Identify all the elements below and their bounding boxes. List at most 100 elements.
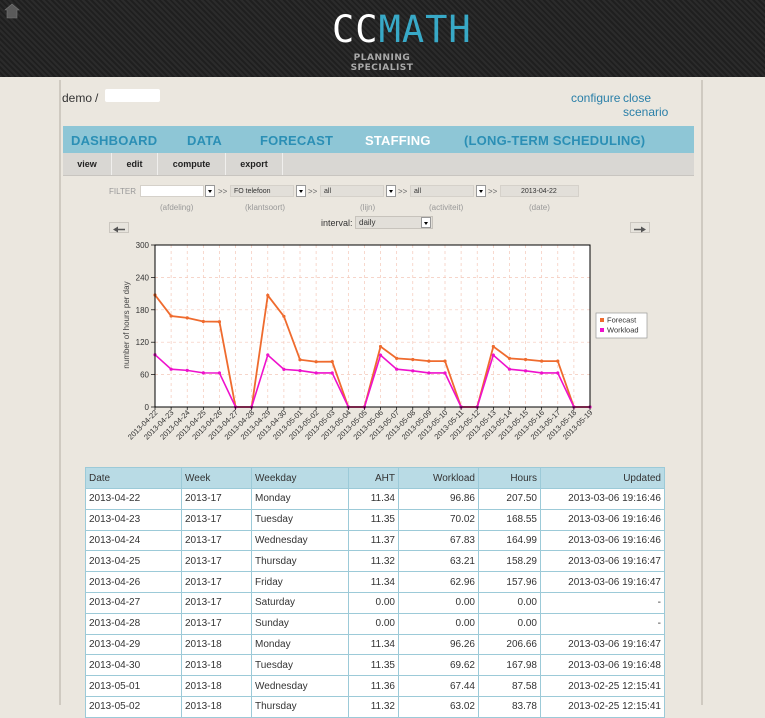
table-row: 2013-04-26 2013-17 Friday 11.34 62.96 157.96 2… xyxy=(85,571,665,593)
legend-label-forecast: Forecast xyxy=(607,316,637,325)
data-point-forecast xyxy=(395,356,399,360)
subnav-view[interactable]: view xyxy=(63,153,112,175)
column-header-updated[interactable]: Updated xyxy=(540,467,665,489)
filter-label: FILTER xyxy=(109,187,136,196)
data-point-forecast xyxy=(266,293,270,298)
table-cell: 2013-17 xyxy=(181,508,252,531)
table-cell: 11.34 xyxy=(348,488,399,510)
table-cell: 2013-04-22 xyxy=(85,488,182,510)
table-cell: 11.32 xyxy=(348,550,399,573)
afdeling-select[interactable] xyxy=(140,185,204,197)
table-cell: 157.96 xyxy=(478,571,541,593)
data-point-forecast xyxy=(314,360,318,364)
table-cell: 0.00 xyxy=(478,591,541,614)
tab-long-term-scheduling[interactable]: (LONG-TERM SCHEDULING) xyxy=(464,133,646,148)
scenario-name-field[interactable] xyxy=(105,89,160,102)
table-cell: 0.00 xyxy=(478,612,541,635)
lijn-dropdown-icon[interactable] xyxy=(386,185,396,197)
table-cell: 63.21 xyxy=(398,550,479,573)
column-header-week[interactable]: Week xyxy=(181,467,252,489)
y-tick-label: 300 xyxy=(136,241,150,250)
data-point-workload xyxy=(556,371,560,375)
afdeling-dropdown-icon[interactable] xyxy=(205,185,215,197)
y-tick-label: 0 xyxy=(145,403,150,412)
table-cell: 2013-04-24 xyxy=(85,529,182,552)
main-nav: DASHBOARD DATA FORECAST STAFFING (LONG-T… xyxy=(63,126,694,153)
data-point-workload xyxy=(330,371,334,375)
interval-select[interactable]: daily xyxy=(355,216,433,229)
column-header-aht[interactable]: AHT xyxy=(348,467,399,489)
table-cell: 2013-18 xyxy=(181,654,252,677)
table-cell: 2013-17 xyxy=(181,488,252,510)
series-line-forecast xyxy=(154,293,590,408)
table-row: 2013-04-30 2013-18 Tuesday 11.35 69.62 167.98… xyxy=(85,654,665,677)
lijn-select[interactable]: all xyxy=(320,185,384,197)
table-cell: 2013-02-25 12:15:41 xyxy=(540,675,665,697)
activiteit-select[interactable]: all xyxy=(410,185,474,197)
klantsoort-select[interactable]: FO telefoon xyxy=(230,185,294,197)
date-field[interactable]: 2013-04-22 xyxy=(500,185,579,197)
next-arrow-icon[interactable] xyxy=(630,222,650,233)
data-point-forecast xyxy=(443,359,447,363)
data-point-workload xyxy=(523,369,528,373)
close-scenario-link[interactable]: close scenario xyxy=(623,91,669,119)
klantsoort-dropdown-icon[interactable] xyxy=(296,185,306,197)
y-tick-label: 60 xyxy=(140,371,149,380)
data-point-workload xyxy=(266,353,270,357)
column-header-date[interactable]: Date xyxy=(85,467,182,489)
table-cell: 2013-18 xyxy=(181,675,252,697)
table-cell: Friday xyxy=(251,571,349,593)
table-row: 2013-05-02 2013-18 Thursday 11.32 63.02 83.78… xyxy=(85,695,665,718)
tab-data[interactable]: DATA xyxy=(187,133,222,148)
data-point-workload xyxy=(443,371,447,375)
afdeling-label: (afdeling) xyxy=(160,203,194,212)
prev-arrow-icon[interactable] xyxy=(109,222,129,233)
table-row: 2013-04-25 2013-17 Thursday 11.32 63.21 158.2… xyxy=(85,550,665,573)
table-cell: Thursday xyxy=(251,550,349,573)
table-cell: 11.34 xyxy=(348,571,399,593)
data-point-forecast xyxy=(378,344,383,349)
y-tick-label: 180 xyxy=(136,306,150,315)
subnav-export[interactable]: export xyxy=(226,153,283,175)
subnav-edit[interactable]: edit xyxy=(112,153,158,175)
interval-dropdown-icon[interactable] xyxy=(421,217,431,228)
data-point-forecast xyxy=(523,357,528,362)
tab-staffing[interactable]: STAFFING xyxy=(365,133,431,148)
staffing-table: Date Week Weekday AHT Workload Hours Updated 2… xyxy=(85,467,665,718)
table-cell: 2013-04-27 xyxy=(85,591,182,614)
table-cell: 2013-03-06 19:16:46 xyxy=(540,508,665,531)
logo-subtitle: PLANNING SPECIALIST xyxy=(350,53,414,73)
activiteit-dropdown-icon[interactable] xyxy=(476,185,486,197)
home-icon[interactable] xyxy=(4,3,20,19)
sub-nav: view edit compute export xyxy=(63,153,694,176)
interval-label: interval: xyxy=(321,218,353,228)
column-header-workload[interactable]: Workload xyxy=(398,467,479,489)
column-header-weekday[interactable]: Weekday xyxy=(251,467,349,489)
tab-forecast[interactable]: FORECAST xyxy=(260,133,334,148)
table-cell: 164.99 xyxy=(478,529,541,552)
table-cell: 167.98 xyxy=(478,654,541,677)
configure-link[interactable]: configure xyxy=(571,91,621,105)
table-row: 2013-04-24 2013-17 Wednesday 11.37 67.83 164.… xyxy=(85,529,665,552)
tab-dashboard[interactable]: DASHBOARD xyxy=(71,133,158,148)
table-cell: - xyxy=(540,612,665,635)
column-header-hours[interactable]: Hours xyxy=(478,467,541,489)
data-point-workload xyxy=(314,371,318,375)
table-cell: - xyxy=(540,591,665,614)
subnav-compute[interactable]: compute xyxy=(158,153,226,175)
table-cell: 96.26 xyxy=(398,633,479,656)
table-cell: 0.00 xyxy=(348,591,399,614)
table-cell: 11.35 xyxy=(348,508,399,531)
table-cell: 11.34 xyxy=(348,633,399,656)
table-cell: 2013-03-06 19:16:48 xyxy=(540,654,665,677)
table-cell: 0.00 xyxy=(398,612,479,635)
table-cell: 2013-03-06 19:16:46 xyxy=(540,529,665,552)
data-point-forecast xyxy=(556,359,560,363)
table-cell: 2013-17 xyxy=(181,529,252,552)
table-cell: 2013-05-01 xyxy=(85,675,182,697)
table-cell: 2013-04-30 xyxy=(85,654,182,677)
data-point-workload xyxy=(282,367,286,372)
table-cell: 2013-05-02 xyxy=(85,695,182,718)
legend-box xyxy=(595,312,648,339)
data-point-forecast xyxy=(540,359,544,363)
